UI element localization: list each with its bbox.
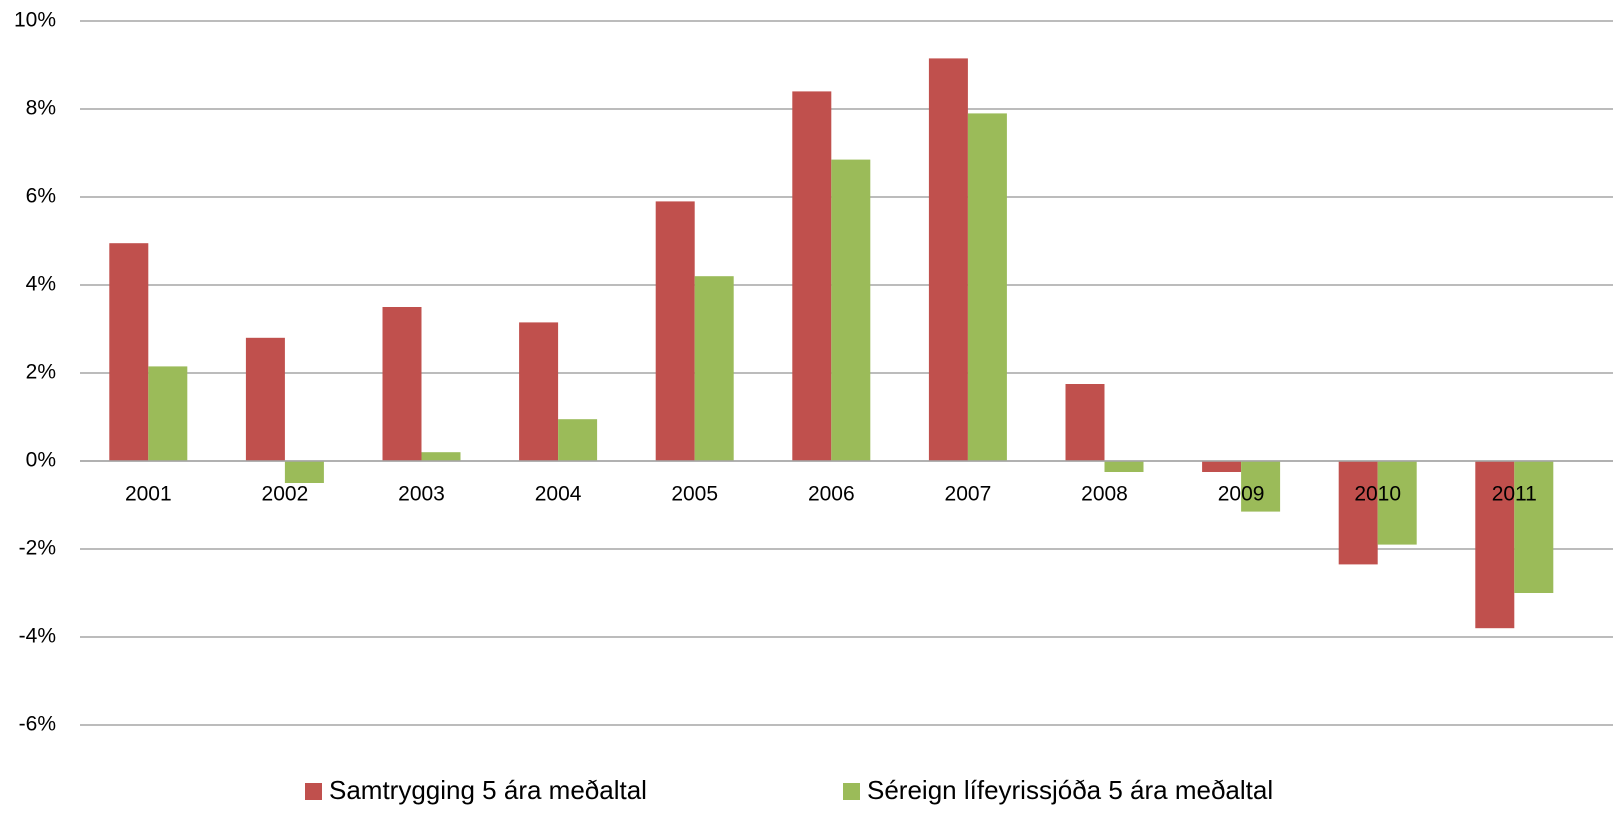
y-tick-label: -6% — [19, 713, 56, 736]
y-tick-label: -2% — [19, 537, 56, 560]
y-tick-label: 0% — [26, 449, 56, 472]
bar — [148, 366, 188, 461]
x-tick-label: 2002 — [262, 483, 309, 506]
bar — [1065, 384, 1105, 461]
bar — [831, 159, 871, 461]
legend-swatch — [843, 783, 860, 800]
y-tick-label: 6% — [26, 185, 56, 208]
bar — [694, 276, 734, 461]
y-tick-label: -4% — [19, 625, 56, 648]
y-tick-label: 8% — [26, 97, 56, 120]
bar — [1202, 461, 1242, 472]
x-tick-label: 2011 — [1492, 483, 1537, 506]
x-tick-label: 2006 — [808, 483, 855, 506]
legend-label: Samtrygging 5 ára meðaltal — [329, 775, 647, 805]
y-tick-label: 10% — [14, 9, 56, 32]
bar — [1514, 461, 1554, 593]
bar — [519, 322, 559, 461]
x-tick-label: 2009 — [1218, 483, 1265, 506]
legend-label: Séreign lífeyrissjóða 5 ára meðaltal — [867, 775, 1273, 805]
bar — [382, 307, 422, 461]
y-tick-label: 4% — [26, 273, 56, 296]
bar — [421, 452, 461, 461]
bar — [284, 461, 324, 483]
bar — [792, 91, 832, 462]
x-tick-label: 2008 — [1081, 483, 1128, 506]
x-tick-label: 2004 — [535, 483, 582, 506]
bar — [1475, 461, 1515, 629]
bar — [1377, 461, 1417, 545]
bar — [1104, 461, 1144, 472]
bar — [655, 201, 695, 461]
bar — [1338, 461, 1378, 565]
bar — [245, 337, 285, 461]
bar — [928, 58, 968, 462]
x-tick-label: 2001 — [125, 483, 172, 506]
bar — [1241, 461, 1281, 512]
x-tick-label: 2003 — [398, 483, 445, 506]
bar — [967, 113, 1007, 462]
x-tick-label: 2005 — [671, 483, 718, 506]
bar — [109, 243, 149, 461]
legend-swatch — [305, 783, 322, 800]
x-tick-label: 2007 — [945, 483, 992, 506]
bar — [558, 419, 598, 461]
x-tick-label: 2010 — [1354, 483, 1401, 506]
y-tick-label: 2% — [26, 361, 56, 384]
